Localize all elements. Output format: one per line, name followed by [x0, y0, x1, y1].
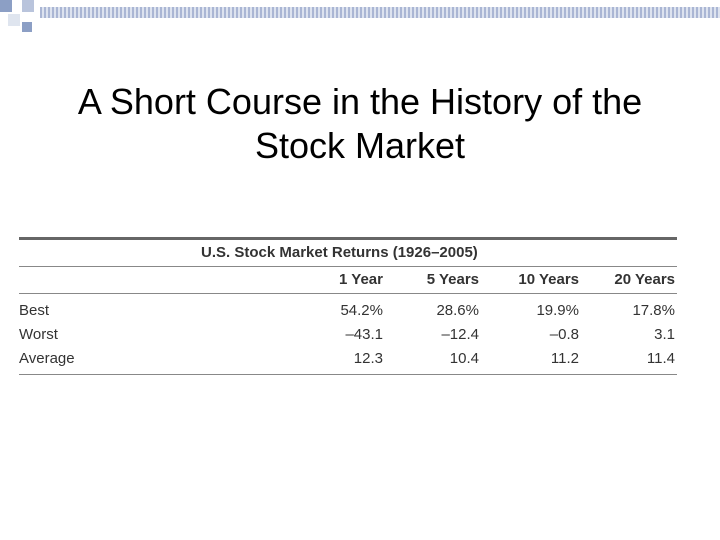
corner-square-icon [0, 0, 12, 12]
header-stripe [40, 7, 720, 18]
slide-title: A Short Course in the History of the Sto… [0, 80, 720, 168]
table-cell: 54.2% [340, 302, 383, 319]
slide-title-line-1: A Short Course in the History of the [77, 81, 643, 122]
table-row: Worst –43.1 –12.4 –0.8 3.1 [19, 323, 677, 347]
slide-title-line-2: Stock Market [254, 125, 466, 166]
column-header-1-year: 1 Year [339, 271, 383, 288]
table-cell: 11.4 [646, 350, 675, 367]
table-caption: U.S. Stock Market Returns (1926–2005) [201, 244, 478, 261]
corner-square-icon [22, 22, 32, 32]
table-header-row: 1 Year 5 Years 10 Years 20 Years [19, 267, 677, 293]
table-cell: 28.6% [436, 302, 479, 319]
table-cell: 3.1 [654, 326, 675, 343]
table-cell: –12.4 [441, 326, 479, 343]
column-header-5-years: 5 Years [426, 271, 479, 288]
table-cell: –0.8 [549, 326, 579, 343]
row-label: Worst [19, 326, 58, 343]
table-cell: 12.3 [353, 350, 383, 367]
table-row: Best 54.2% 28.6% 19.9% 17.8% [19, 299, 677, 323]
row-label: Best [19, 302, 50, 319]
returns-table: U.S. Stock Market Returns (1926–2005) 1 … [19, 237, 677, 375]
corner-decoration [0, 0, 40, 40]
table-cell: –43.1 [345, 326, 383, 343]
table-cell: 10.4 [449, 350, 479, 367]
table-cell: 19.9% [536, 302, 579, 319]
table-top-rule [19, 237, 677, 240]
table-caption-rule [19, 266, 677, 267]
corner-square-icon [8, 14, 20, 26]
table-cell: 17.8% [632, 302, 675, 319]
table-header-rule [19, 293, 677, 294]
table-body: Best 54.2% 28.6% 19.9% 17.8% Worst –43.1… [19, 294, 677, 374]
table-row: Average 12.3 10.4 11.2 11.4 [19, 347, 677, 371]
column-header-20-years: 20 Years [614, 271, 675, 288]
table-bottom-rule [19, 374, 677, 375]
table-cell: 11.2 [550, 350, 579, 367]
row-label: Average [19, 350, 75, 367]
column-header-10-years: 10 Years [518, 271, 579, 288]
corner-square-icon [22, 0, 34, 12]
